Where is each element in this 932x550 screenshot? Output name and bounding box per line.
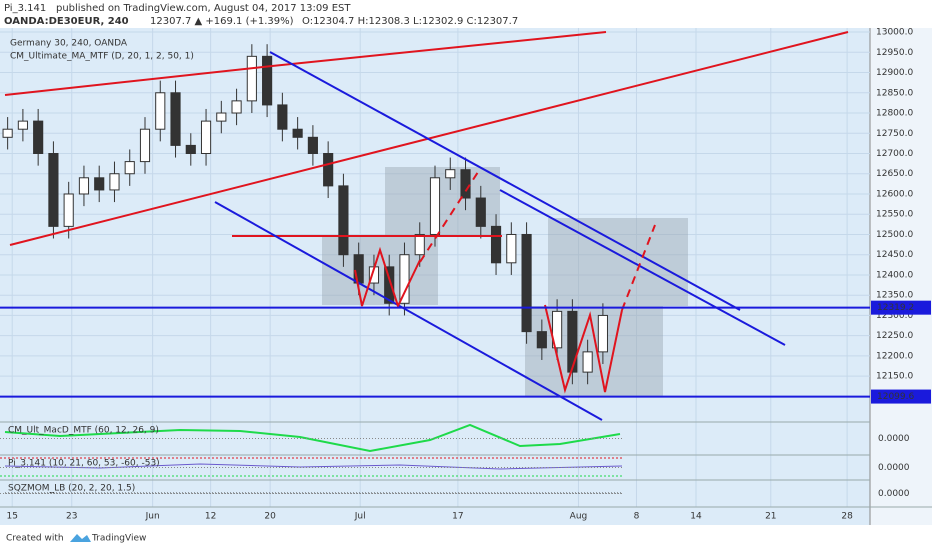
x-tick-label: 21 (765, 512, 776, 522)
level-label: 12099.6 (877, 392, 914, 402)
annotation-boxes (322, 167, 688, 396)
y-tick-label: 12200.0 (876, 351, 913, 361)
candle-body (94, 177, 105, 191)
x-tick-label: 15 (6, 512, 17, 522)
candle-body (384, 266, 395, 304)
candle-body (231, 100, 242, 114)
y-tick-label: 12850.0 (876, 88, 913, 98)
candle-body (216, 112, 227, 122)
candle-body (17, 120, 28, 130)
zero-label: 0.0000 (878, 463, 910, 473)
candle-body (414, 233, 425, 256)
header-background (0, 0, 932, 28)
candle-body (597, 314, 608, 353)
candle-body (536, 331, 547, 349)
y-tick-label: 12950.0 (876, 48, 913, 58)
ohlc: O:12304.7 H:12308.3 L:12302.9 C:12307.7 (302, 16, 518, 27)
candle-body (124, 161, 135, 175)
chart-title: Germany 30, 240, OANDA (10, 39, 128, 49)
candle-body (506, 233, 517, 264)
candle-body (63, 193, 74, 227)
candle-body (567, 310, 578, 373)
x-tick-label: 8 (634, 512, 640, 522)
candle-body (292, 128, 303, 138)
level-tag (871, 389, 931, 404)
x-tick-label: 12 (205, 512, 216, 522)
candle-body (262, 55, 273, 106)
y-tick-label: 12500.0 (876, 230, 913, 240)
candle-body (460, 169, 471, 199)
plot-background (0, 28, 870, 525)
y-tick-label: 12450.0 (876, 250, 913, 260)
candle-body (48, 152, 59, 227)
x-tick-label: 20 (264, 512, 276, 522)
candle-body (307, 136, 318, 154)
symbol: OANDA:DE30EUR, 240 (4, 16, 129, 27)
y-tick-label: 12350.0 (876, 291, 913, 301)
candle-body (353, 254, 364, 284)
candle-body (155, 92, 166, 130)
publisher[interactable]: Pi_3.141 (4, 3, 46, 14)
candle-body (246, 55, 257, 102)
indicator-name: SQZMOM_LB (20, 2, 20, 1.5) (8, 484, 135, 494)
x-tick-label: 17 (452, 512, 463, 522)
y-tick-label: 12600.0 (876, 189, 913, 199)
y-tick-label: 12900.0 (876, 68, 913, 78)
zero-label: 0.0000 (878, 489, 910, 499)
y-tick-label: 12800.0 (876, 109, 913, 119)
footer-text: Created with (6, 534, 64, 544)
candle-body (2, 128, 13, 138)
published: published on TradingView.com, August 04,… (56, 3, 351, 14)
candle-body (475, 197, 486, 227)
candle-body (139, 128, 151, 163)
candle-body (429, 177, 441, 235)
indicator-panels (0, 421, 932, 508)
y-tick-label: 12750.0 (876, 129, 913, 139)
footer-background (0, 525, 932, 550)
y-tick-label: 12150.0 (876, 372, 913, 382)
candle-body (277, 104, 288, 130)
y-tick-label: 12550.0 (876, 210, 913, 220)
y-tick-label: 12650.0 (876, 169, 913, 179)
candle-body (109, 173, 120, 191)
level-tag (871, 300, 931, 315)
candle-body (323, 152, 334, 187)
brand[interactable]: TradingView (91, 534, 146, 544)
candle-body (78, 177, 90, 195)
logo (70, 534, 91, 542)
candle-body (200, 120, 212, 154)
indicator-name: CM_Ult_MacD_MTF (60, 12, 26, 9) (8, 426, 159, 436)
y-tick-label: 12700.0 (876, 149, 913, 159)
candle-body (185, 144, 196, 154)
candle-body (490, 225, 502, 264)
x-tick-label: 14 (690, 512, 702, 522)
trendlines (4, 31, 849, 421)
zero-label: 0.0000 (878, 434, 910, 444)
candle-body (445, 169, 456, 179)
candle-body (582, 351, 593, 373)
y-tick-label: 13000.0 (876, 28, 913, 38)
candle-body (552, 310, 563, 349)
x-tick-label: Jun (145, 512, 160, 522)
y-tick-label: 12300.0 (876, 311, 913, 321)
x-tick-label: Jul (354, 512, 366, 522)
overlay-name: CM_Ultimate_MA_MTF (D, 20, 1, 2, 50, 1) (10, 52, 194, 62)
indicator-name: Pi_3.141 (10, 21, 60, 53, -60, -53) (8, 459, 160, 469)
candle-body (521, 233, 532, 333)
candle-body (338, 185, 349, 256)
level-label: 12319.2 (877, 303, 914, 313)
axis-background (870, 28, 932, 525)
candle-body (170, 92, 181, 146)
x-tick-label: 28 (841, 512, 853, 522)
quote: 12307.7 ▲ +169.1 (+1.39%) (150, 16, 294, 27)
y-tick-label: 12250.0 (876, 331, 913, 341)
candle-body (33, 120, 44, 154)
x-tick-label: Aug (570, 512, 588, 522)
x-tick-label: 23 (66, 512, 77, 522)
y-tick-label: 12400.0 (876, 270, 913, 280)
candle-body (399, 254, 410, 304)
